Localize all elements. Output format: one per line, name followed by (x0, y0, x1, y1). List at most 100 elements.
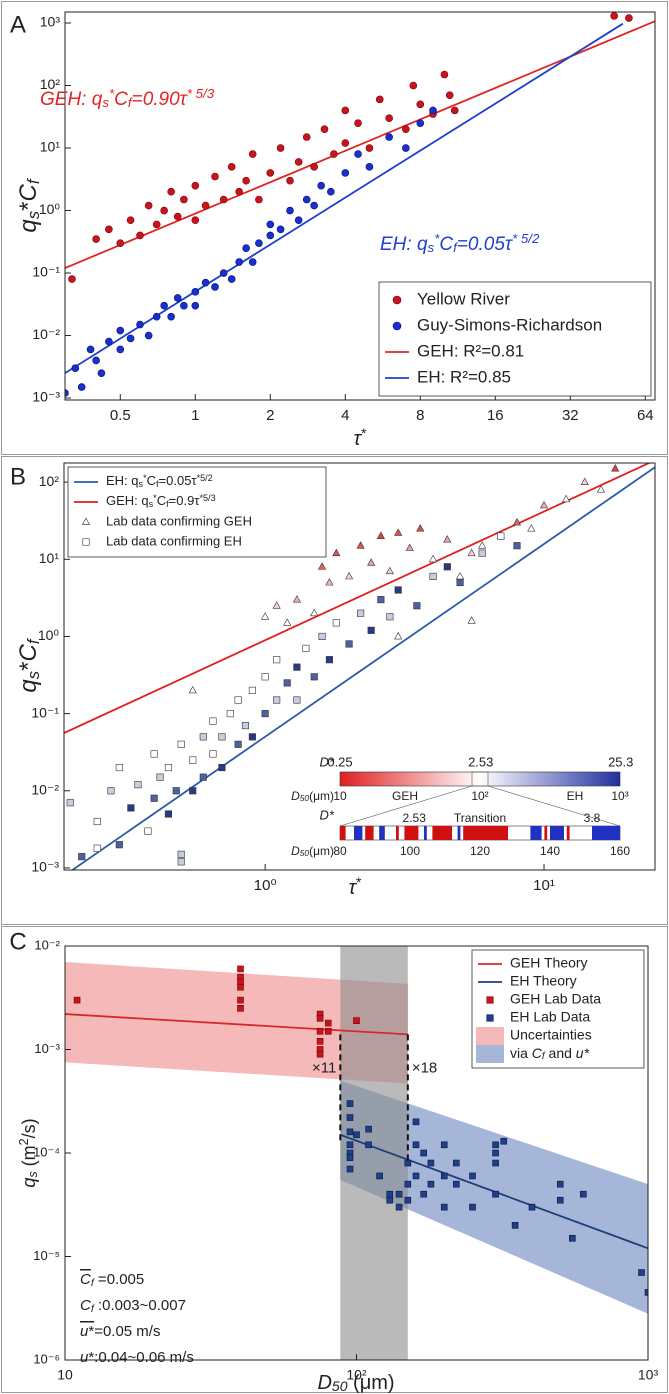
text-part: C (157, 493, 166, 508)
point (167, 187, 175, 196)
point (330, 150, 338, 158)
text-part: C (439, 234, 453, 255)
point (276, 225, 285, 234)
point (286, 206, 294, 215)
text-part: 50 (300, 848, 310, 858)
point (211, 283, 219, 291)
colorbar-stripe (530, 826, 542, 840)
equation-annotation: EH: qs*Cf=0.05τ* 5/2 (380, 231, 540, 255)
point (242, 244, 250, 252)
point (97, 369, 106, 377)
point (324, 1027, 332, 1035)
y-tick-label: 10⁻² (34, 937, 60, 952)
point (569, 1234, 576, 1242)
point (325, 656, 333, 664)
point (219, 269, 228, 277)
text-part: f (156, 479, 159, 489)
colorbar-stripe (404, 826, 419, 840)
y-tick-label: 10⁰ (39, 201, 61, 217)
point (492, 1159, 499, 1167)
text-part: f (91, 1303, 95, 1315)
text-part: and (545, 1045, 576, 1061)
point (191, 288, 200, 296)
colorbar-label: D* (320, 754, 335, 769)
point (316, 1027, 324, 1035)
point (429, 572, 437, 580)
point (580, 1190, 587, 1198)
text-part: f (453, 240, 458, 255)
point (320, 125, 329, 133)
colorbar-label: D50(μm) (291, 844, 334, 858)
colorbar-stripe (354, 826, 363, 840)
point (191, 301, 200, 310)
point (469, 1172, 476, 1180)
point (412, 1141, 420, 1149)
point (341, 139, 350, 147)
text-part: * (15, 661, 42, 670)
point (440, 70, 449, 79)
text-part: =0.90τ (132, 89, 189, 110)
point (294, 216, 303, 225)
point (116, 239, 125, 248)
point (341, 169, 350, 177)
point (310, 673, 318, 681)
point (367, 626, 375, 634)
text-part: u (80, 1323, 89, 1340)
point (345, 640, 353, 648)
text-part: (μm) (347, 1372, 394, 1394)
point (273, 656, 281, 664)
point (105, 225, 113, 234)
text-part: s (149, 499, 154, 509)
y-tick-label: 10⁻⁵ (33, 1248, 60, 1263)
point (386, 1190, 394, 1198)
legend-swatch (476, 1027, 504, 1045)
x-tick-label: 10³ (638, 1367, 659, 1383)
text-part: GEH: q (40, 89, 103, 110)
panel-frame (1, 456, 668, 925)
point (310, 163, 318, 171)
point (105, 337, 113, 346)
text-part: C (80, 1297, 91, 1314)
point (134, 781, 142, 789)
panel-frame (1, 1, 668, 455)
point (160, 301, 168, 310)
text-part: q (15, 679, 42, 693)
point (345, 571, 354, 580)
point (325, 577, 334, 586)
point (440, 1141, 448, 1149)
point (427, 1180, 435, 1188)
point (354, 150, 362, 158)
point (332, 548, 341, 557)
y-tick-label: 10³ (40, 14, 61, 30)
point (376, 531, 385, 539)
text-part: GEH: q (106, 493, 149, 508)
point (227, 275, 236, 283)
y-axis-label: qs*Cf (15, 177, 42, 232)
text-part: * (143, 473, 147, 483)
point (172, 787, 180, 795)
axes-frame (63, 462, 656, 871)
x-tick-label: 10² (346, 1367, 367, 1383)
parameter-note: u*:0.04~0.06 m/s (80, 1349, 194, 1366)
range-label: ×18 (412, 1059, 437, 1076)
colorbar-stripe (592, 826, 620, 840)
point (316, 1050, 324, 1058)
colorbar-stripe (544, 826, 548, 840)
text-part: EH: q (380, 234, 428, 255)
point (201, 278, 210, 287)
point (266, 220, 275, 229)
point (160, 206, 168, 215)
point (68, 275, 76, 283)
point (218, 733, 226, 741)
point (467, 616, 476, 624)
point (302, 195, 311, 204)
plot-area (65, 12, 655, 397)
point (92, 356, 100, 365)
text-part: /s) (19, 1118, 39, 1138)
y-tick-label: 10² (40, 76, 61, 92)
point (310, 608, 319, 617)
text-part: =0.9τ (169, 493, 201, 508)
point (115, 763, 123, 772)
y-tick-label: 10⁻³ (34, 1041, 60, 1056)
